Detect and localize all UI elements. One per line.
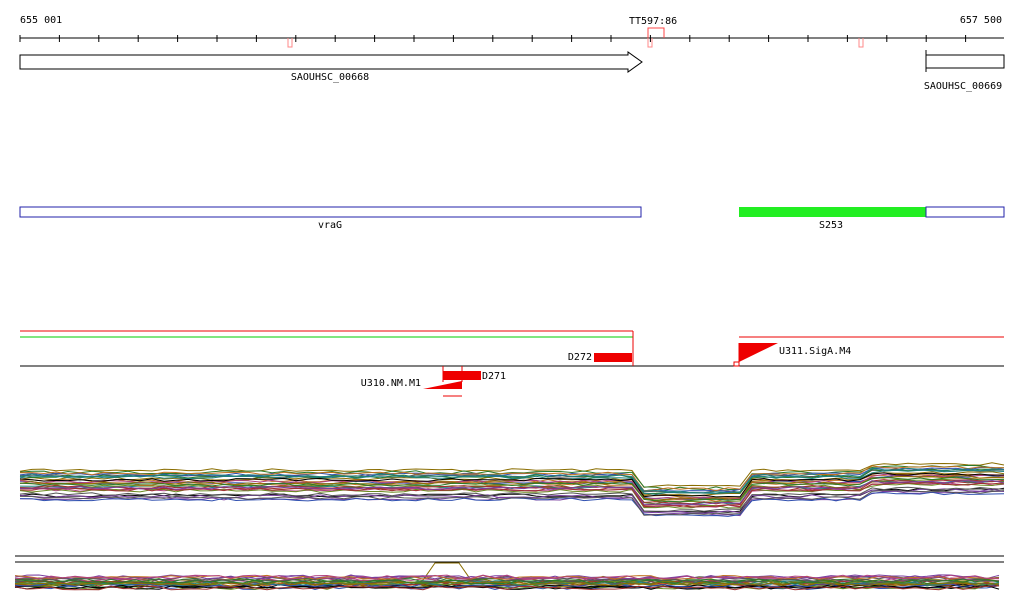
expression-line xyxy=(19,486,1005,512)
ruler-ticks xyxy=(19,35,967,42)
expression-line xyxy=(19,475,1005,501)
regulator-label: D272 xyxy=(568,352,592,363)
regulator-label: U310.NM.M1 xyxy=(361,378,421,389)
expression-line xyxy=(19,473,1005,500)
regulator-box xyxy=(594,353,632,362)
expression-line xyxy=(19,462,1005,488)
regulator-box xyxy=(733,361,740,367)
expression-line xyxy=(14,585,1000,591)
feature-box xyxy=(19,206,642,218)
expression-line xyxy=(19,469,1005,495)
expression-line xyxy=(19,465,1005,492)
ruler-mark xyxy=(647,27,665,38)
regulator-edge xyxy=(442,366,463,382)
expression-track xyxy=(19,462,1005,517)
gene-label: SAOUHSC_00668 xyxy=(291,72,369,83)
expression-line xyxy=(19,466,1005,493)
expression-line xyxy=(19,467,1005,494)
feature-box xyxy=(739,207,926,217)
expression-line xyxy=(14,574,1000,580)
gene-label: SAOUHSC_00669 xyxy=(924,81,1002,92)
ruler-marker: TT597:86 xyxy=(629,16,677,27)
feature-label: vraG xyxy=(318,220,342,231)
expression-line xyxy=(14,579,1000,585)
ruler-mark xyxy=(647,38,653,48)
regulator-label: D271 xyxy=(482,371,506,382)
expression-line xyxy=(14,574,1000,580)
ruler-mark xyxy=(287,38,293,48)
expression-line xyxy=(14,580,1000,586)
expression-track xyxy=(14,562,1000,591)
expression-line xyxy=(19,479,1005,505)
regulator-label: U311.SigA.M4 xyxy=(779,346,851,357)
ruler-mark xyxy=(858,38,864,48)
feature-box xyxy=(925,206,1005,218)
expression-line xyxy=(19,489,1005,516)
regulator-triangle xyxy=(423,381,462,389)
ruler-end: 657 500 xyxy=(960,15,1002,26)
expression-line xyxy=(19,481,1005,508)
ruler-start: 655 001 xyxy=(20,15,62,26)
expression-line xyxy=(19,472,1005,498)
expression-line xyxy=(14,581,1000,586)
feature-label: S253 xyxy=(819,220,843,231)
gene-box xyxy=(925,54,1005,69)
regulator-triangle xyxy=(739,343,778,362)
expression-line xyxy=(19,476,1005,503)
gene-arrow xyxy=(19,51,643,73)
expression-line xyxy=(19,468,1005,495)
